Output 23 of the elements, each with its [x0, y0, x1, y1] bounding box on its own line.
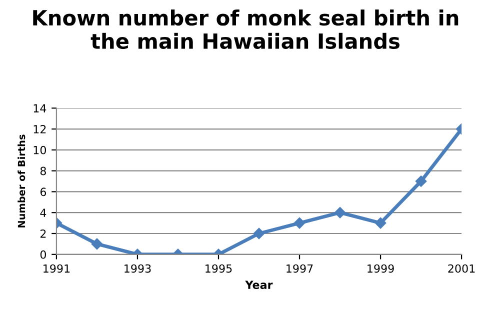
point	[415, 176, 427, 187]
y-tick-label: 10	[34, 146, 46, 154]
x-tick-label: 1991	[44, 264, 70, 273]
point	[374, 217, 386, 229]
point	[334, 207, 346, 218]
y-tick-label: 14	[34, 104, 46, 112]
point	[91, 238, 103, 250]
x-tick-label: 2001	[448, 264, 475, 273]
chart-title: Known number of monk seal birth in the main Hawaiian Islands	[33, 10, 458, 49]
y-tick-label: 6	[40, 188, 46, 196]
x-axis-title: Year	[245, 280, 273, 290]
x-tick-label: 1993	[124, 264, 151, 273]
point	[294, 217, 306, 229]
x-tick-label: 1999	[368, 264, 394, 273]
y-axis-title: Number of Births	[18, 134, 26, 228]
x-tick-label: 1995	[206, 264, 232, 273]
x-tick-label: 1997	[286, 264, 313, 273]
y-tick-label: 12	[34, 124, 46, 134]
y-tick-label: 4	[40, 208, 46, 217]
point	[253, 228, 265, 240]
y-tick-label: 2	[40, 229, 46, 238]
y-tick-label: 0	[40, 250, 46, 259]
y-tick-label: 8	[40, 166, 46, 176]
